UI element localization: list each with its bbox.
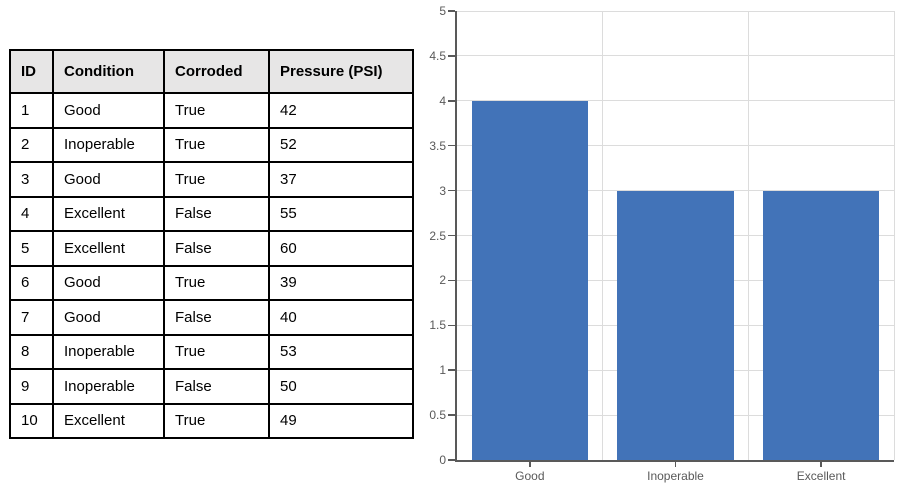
y-axis-label: 2.5 xyxy=(429,228,446,243)
table-cell: 55 xyxy=(268,195,414,232)
table-cell: 7 xyxy=(9,299,54,336)
table-cell: True xyxy=(163,333,270,370)
bar xyxy=(471,100,589,460)
table-cell: Inoperable xyxy=(52,126,165,163)
table-cell: Good xyxy=(52,92,165,129)
table-row: 6 Good True 39 xyxy=(9,264,414,301)
table-cell: Inoperable xyxy=(52,333,165,370)
table-cell: Excellent xyxy=(52,195,165,232)
table-cell: 40 xyxy=(268,299,414,336)
table-cell: 53 xyxy=(268,333,414,370)
y-axis-tick xyxy=(448,459,455,461)
condition-bar-chart-plot-area: 0 0.5 1 1.5 2 2.5 3 3.5 4 4.5 5 Good Inoperable Excel… xyxy=(429,4,895,483)
table-cell: Excellent xyxy=(52,402,165,439)
table-cell: 60 xyxy=(268,230,414,267)
table-cell: Excellent xyxy=(52,230,165,267)
table-cell: 5 xyxy=(9,230,54,267)
y-axis-label: 4.5 xyxy=(429,48,446,63)
y-axis-tick xyxy=(448,279,455,282)
gridline-horizontal xyxy=(457,55,894,57)
x-axis-label: Good xyxy=(515,469,545,483)
gridline-horizontal xyxy=(457,10,894,12)
table-cell: Inoperable xyxy=(52,368,165,405)
table-cell: False xyxy=(163,368,270,405)
y-axis-label: 5 xyxy=(439,4,446,18)
y-axis-label: 1.5 xyxy=(429,318,446,333)
table-row: 8 Inoperable True 53 xyxy=(9,333,414,370)
table-cell: 8 xyxy=(9,333,54,370)
x-axis-tick xyxy=(529,462,531,467)
x-axis-label: Inoperable xyxy=(647,469,704,483)
table-cell: True xyxy=(163,264,270,301)
table-row: 1 Good True 42 xyxy=(9,92,414,129)
table-cell: 37 xyxy=(268,161,414,198)
table-cell: False xyxy=(163,299,270,336)
table-header-cell: Corroded xyxy=(163,49,270,94)
table-cell: 49 xyxy=(268,402,414,439)
gridline-horizontal xyxy=(457,100,894,102)
table-cell: 2 xyxy=(9,126,54,163)
table-cell: Good xyxy=(52,264,165,301)
table-cell: False xyxy=(163,230,270,267)
table-header-cell: Condition xyxy=(52,49,165,94)
table-cell: Good xyxy=(52,299,165,336)
table-cell: 9 xyxy=(9,368,54,405)
x-axis-label: Excellent xyxy=(796,469,846,483)
y-axis-label: 2 xyxy=(439,273,446,288)
y-axis-tick xyxy=(448,324,455,327)
table-cell: Good xyxy=(52,161,165,198)
table-cell: 1 xyxy=(9,92,54,129)
table-cell: 6 xyxy=(9,264,54,301)
gridline-vertical xyxy=(602,11,604,460)
pipe-data-table: ID Condition Corroded Pressure (PSI) 1 Good T… xyxy=(9,49,414,439)
y-axis-tick xyxy=(448,369,455,371)
table-row: 9 Inoperable False 50 xyxy=(9,368,414,405)
table-cell: True xyxy=(163,92,270,129)
y-axis-tick xyxy=(448,189,455,192)
x-axis-tick xyxy=(674,462,677,467)
table-row: 7 Good False 40 xyxy=(9,299,414,336)
y-axis-label: 1 xyxy=(439,363,446,378)
table-row: 3 Good True 37 xyxy=(9,161,414,198)
gridline-vertical xyxy=(747,11,749,460)
y-axis-label: 4 xyxy=(439,93,446,108)
table-cell: 39 xyxy=(268,264,414,301)
bar xyxy=(762,190,880,460)
table-header-cell: ID xyxy=(9,49,54,94)
table-cell: True xyxy=(163,126,270,163)
y-axis-label: 3 xyxy=(439,183,446,198)
table-row: 10 Excellent True 49 xyxy=(9,402,414,439)
table-cell: 42 xyxy=(268,92,414,129)
y-axis-tick xyxy=(448,100,455,102)
table-row: 2 Inoperable True 52 xyxy=(9,126,414,163)
table-cell: 52 xyxy=(268,126,414,163)
bar xyxy=(617,190,734,460)
table-cell: False xyxy=(163,195,270,232)
table-cell: True xyxy=(163,402,270,439)
table-row: 4 Excellent False 55 xyxy=(9,195,414,232)
y-axis-label: 0.5 xyxy=(429,408,446,423)
y-axis-tick xyxy=(448,55,455,57)
y-axis-tick xyxy=(448,10,455,12)
y-axis-label: 3.5 xyxy=(429,138,446,153)
table-cell: 50 xyxy=(268,368,414,405)
table-cell: 4 xyxy=(9,195,54,232)
table-cell: 10 xyxy=(9,402,54,439)
table-header-cell: Pressure (PSI) xyxy=(268,49,414,94)
y-axis-tick xyxy=(448,144,455,147)
y-axis-label: 0 xyxy=(439,453,446,467)
table-row: 5 Excellent False 60 xyxy=(9,230,414,267)
table-cell: 3 xyxy=(9,161,54,198)
table-header-row: ID Condition Corroded Pressure (PSI) xyxy=(9,49,414,94)
x-axis-tick xyxy=(820,462,822,467)
y-axis-tick xyxy=(448,414,455,416)
table-body: 1 Good True 42 2 Inoperable True 52 3 Good True 37 4… xyxy=(9,92,414,439)
gridline-horizontal xyxy=(457,145,894,147)
gridline-vertical xyxy=(893,11,895,460)
table-cell: True xyxy=(163,161,270,198)
y-axis-tick xyxy=(448,234,455,237)
